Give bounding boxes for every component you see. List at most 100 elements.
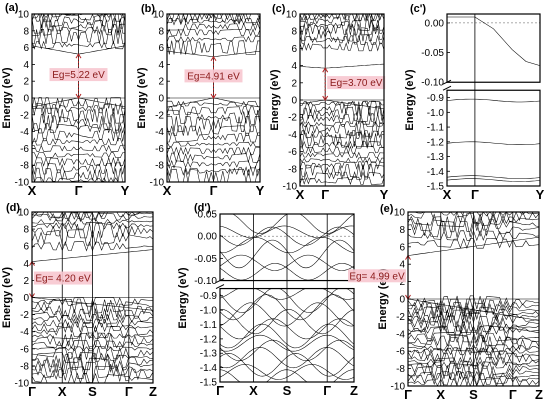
y-tick-label: -1.3 [427,152,445,163]
band-line [407,360,540,377]
y-tick-label: -0.05 [194,254,217,265]
band-line [299,105,385,122]
band-line [407,216,540,233]
band-line [31,353,154,371]
band-line [407,236,540,256]
gap-label: Eg=4.91 eV [187,71,240,82]
band-line [31,313,154,325]
y-tick-label: -8 [20,361,29,372]
band-line [407,376,540,387]
band-line [299,121,385,127]
band-line [219,364,355,380]
y-tick-label: -0.10 [194,276,217,287]
panel-label: (c) [272,3,286,15]
y-axis-label: Energy (eV) [269,69,281,130]
band-line [167,100,260,107]
band-line [31,212,154,223]
kpoint-label: Y [536,187,545,202]
plot-frame-lower [219,287,355,383]
band-line [31,156,126,167]
gap-label-box [184,69,243,83]
band-line [219,237,355,254]
band-line [31,144,126,152]
y-tick-label: -6 [396,347,405,358]
band-line [407,298,540,314]
band-line [299,140,385,149]
y-tick-label: 6 [23,43,29,54]
kpoint-label: Γ [321,187,329,202]
band-line [32,177,125,183]
band-line [31,307,154,322]
band-line [31,302,154,318]
band-line [219,225,355,238]
band-line [407,351,540,365]
plot-frame-upper [219,213,355,282]
band-line [219,318,355,340]
y-axis-label: Energy (eV) [136,67,148,128]
y-tick-label: 0 [23,293,29,304]
band-line [446,141,541,145]
panel-c_prime: (c') Energy (eV) X Γ Y 0.00 -0.05 -0.10 -0.9 -1.0… [404,3,545,202]
kpoint-label: S [469,387,478,402]
y-tick-label: 4 [158,60,164,71]
y-tick-label: 2 [291,78,297,89]
band-line [31,137,126,146]
y-tick-label: -0.9 [427,93,445,104]
y-tick-label: -1.0 [200,306,218,317]
band-line [299,13,385,29]
band-line [407,315,540,332]
band-line [299,23,385,36]
y-tick-label: 10 [153,10,165,21]
panel-label: (d') [194,202,211,214]
kpoint-label: X [58,384,67,399]
gap-arrow-head [210,93,217,99]
y-tick-label: 6 [291,44,297,55]
y-tick-label: -2 [20,110,29,121]
kpoint-label: Γ [216,383,224,398]
kpoint-label: X [249,383,258,398]
panel-d: (d) Energy (eV) Γ X S Γ Z 10 8 6 4 2 0 -2 -4 -6 -8 -10 Eg=… [1,202,157,399]
y-tick-label: 2 [399,277,405,288]
gap-label: Eg= 4.99 eV [349,271,405,282]
band-line [300,145,385,155]
band-line [299,176,385,186]
band-line [299,161,385,170]
panel-label: (c') [410,3,426,15]
plot-frame-upper [446,13,541,83]
band-line [299,42,385,52]
band-line [219,309,355,335]
y-tick-label: -0.05 [421,48,444,59]
band-line [31,18,125,34]
band-line [299,151,385,159]
panel-a: (a) Energy (eV) X Γ Y 10 8 6 4 2 0 -2 -4 -6 -8 -10 Eg=5.… [1,2,130,198]
y-tick-label: 0.00 [425,18,445,29]
band-line [407,309,540,324]
band-line [407,343,540,352]
y-tick-label: 0.05 [198,210,218,221]
gap-label-box [49,68,108,82]
y-tick-label: 6 [23,242,29,253]
kpoint-label: Γ [28,384,36,399]
band-line [407,229,540,242]
y-tick-label: -6 [288,147,297,158]
y-tick-label: -1.5 [427,182,445,193]
y-tick-label: -4 [288,130,297,141]
y-tick-label: -8 [20,161,29,172]
y-tick-label: -1.2 [200,334,218,345]
y-tick-label: -10 [150,178,165,189]
y-tick-label: -8 [396,364,405,375]
band-line [446,178,541,182]
gap-label: Eg=5.22 eV [52,70,105,81]
band-line [32,152,125,159]
y-tick-label: -6 [20,144,29,155]
y-tick-label: -1.4 [200,363,218,374]
band-line [31,332,154,348]
plot-frame [31,13,126,183]
y-tick-label: 6 [399,242,405,253]
band-line [166,152,261,164]
band-line [31,211,154,220]
band-line [31,229,154,246]
band-line [447,16,541,66]
band-line [167,22,261,31]
kpoint-label: Y [380,187,389,202]
